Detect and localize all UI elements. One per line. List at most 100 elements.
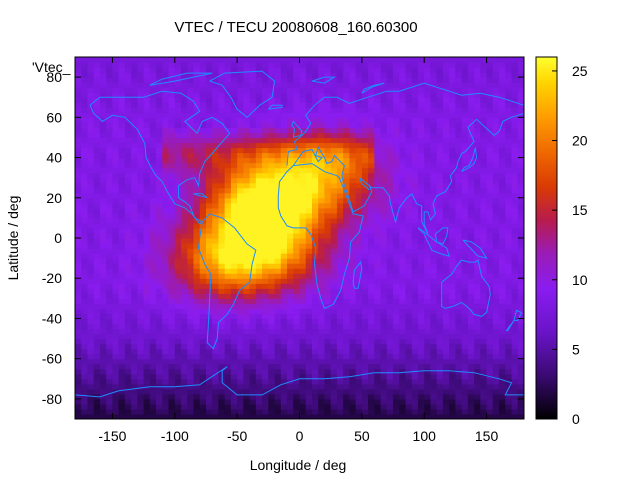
heatmap-cell bbox=[156, 107, 163, 113]
heatmap-cell bbox=[212, 403, 220, 410]
heatmap-cell bbox=[137, 383, 145, 390]
heatmap-cell bbox=[262, 222, 269, 229]
heatmap-cell bbox=[311, 122, 319, 128]
heatmap-cell bbox=[393, 117, 400, 123]
heatmap-cell bbox=[81, 82, 89, 88]
heatmap-cell bbox=[361, 97, 369, 103]
heatmap-cell bbox=[436, 57, 444, 63]
heatmap-cell bbox=[81, 147, 89, 154]
heatmap-cell bbox=[218, 403, 226, 410]
heatmap-cell bbox=[287, 67, 294, 73]
heatmap-cell bbox=[99, 217, 107, 224]
heatmap-cell bbox=[330, 187, 338, 194]
heatmap-cell bbox=[280, 323, 288, 330]
heatmap-cell bbox=[106, 122, 114, 128]
heatmap-cell bbox=[449, 373, 457, 380]
heatmap-cell bbox=[99, 363, 107, 370]
heatmap-cell bbox=[393, 172, 400, 179]
heatmap-cell bbox=[467, 383, 475, 390]
heatmap-cell bbox=[243, 72, 251, 78]
heatmap-cell bbox=[156, 268, 163, 274]
heatmap-cell bbox=[393, 373, 400, 380]
heatmap-cell bbox=[87, 308, 95, 315]
heatmap-cell bbox=[181, 328, 188, 335]
heatmap-cell bbox=[124, 323, 132, 330]
heatmap-cell bbox=[368, 263, 375, 269]
heatmap-cell bbox=[81, 278, 89, 284]
heatmap-cell bbox=[93, 102, 101, 108]
heatmap-cell bbox=[393, 353, 400, 360]
heatmap-cell bbox=[330, 167, 338, 174]
heatmap-cell bbox=[93, 222, 101, 229]
heatmap-cell bbox=[230, 67, 238, 73]
heatmap-cell bbox=[442, 253, 450, 259]
heatmap-cell bbox=[430, 278, 438, 284]
heatmap-cell bbox=[411, 77, 419, 83]
heatmap-cell bbox=[436, 313, 444, 320]
heatmap-cell bbox=[361, 288, 369, 294]
heatmap-cell bbox=[87, 142, 95, 149]
heatmap-cell bbox=[486, 303, 494, 309]
heatmap-cell bbox=[287, 182, 294, 189]
heatmap-cell bbox=[87, 217, 95, 224]
heatmap-cell bbox=[106, 328, 114, 335]
heatmap-cell bbox=[399, 62, 407, 68]
heatmap-cell bbox=[262, 323, 269, 330]
heatmap-cell bbox=[149, 97, 157, 103]
heatmap-cell bbox=[374, 72, 382, 78]
heatmap-cell bbox=[193, 353, 201, 360]
heatmap-cell bbox=[393, 278, 400, 284]
heatmap-cell bbox=[199, 328, 207, 335]
heatmap-cell bbox=[361, 268, 369, 274]
heatmap-cell bbox=[343, 343, 350, 350]
heatmap-cell bbox=[486, 57, 494, 63]
heatmap-cell bbox=[380, 197, 388, 204]
heatmap-cell bbox=[149, 92, 157, 98]
heatmap-cell bbox=[361, 172, 369, 179]
heatmap-cell bbox=[205, 77, 213, 83]
heatmap-cell bbox=[131, 87, 138, 93]
heatmap-cell bbox=[262, 388, 269, 395]
heatmap-cell bbox=[368, 77, 375, 83]
heatmap-cell bbox=[442, 107, 450, 113]
heatmap-cell bbox=[467, 413, 475, 419]
heatmap-cell bbox=[324, 298, 332, 304]
heatmap-cell bbox=[287, 383, 294, 390]
heatmap-cell bbox=[318, 192, 326, 199]
heatmap-cell bbox=[131, 142, 138, 149]
heatmap-cell bbox=[287, 288, 294, 294]
heatmap-cell bbox=[280, 117, 288, 123]
heatmap-cell bbox=[399, 363, 407, 370]
heatmap-cell bbox=[156, 167, 163, 174]
heatmap-cell bbox=[212, 57, 220, 63]
heatmap-cell bbox=[299, 117, 307, 123]
heatmap-cell bbox=[118, 288, 126, 294]
heatmap-cell bbox=[380, 278, 388, 284]
heatmap-cell bbox=[318, 177, 326, 184]
heatmap-cell bbox=[224, 107, 232, 113]
heatmap-cell bbox=[168, 388, 176, 395]
heatmap-cell bbox=[249, 278, 257, 284]
heatmap-cell bbox=[162, 358, 170, 365]
heatmap-cell bbox=[449, 328, 457, 335]
heatmap-cell bbox=[99, 147, 107, 154]
heatmap-cell bbox=[249, 343, 257, 350]
heatmap-cell bbox=[199, 318, 207, 325]
heatmap-cell bbox=[162, 263, 170, 269]
heatmap-cell bbox=[124, 368, 132, 375]
heatmap-cell bbox=[411, 127, 419, 134]
heatmap-cell bbox=[162, 238, 170, 244]
heatmap-cell bbox=[355, 398, 363, 405]
heatmap-cell bbox=[75, 202, 82, 209]
heatmap-cell bbox=[467, 293, 475, 299]
heatmap-cell bbox=[386, 222, 394, 229]
heatmap-cell bbox=[205, 82, 213, 88]
heatmap-cell bbox=[237, 323, 244, 330]
heatmap-cell bbox=[492, 117, 500, 123]
heatmap-cell bbox=[380, 202, 388, 209]
heatmap-cell bbox=[243, 127, 251, 134]
heatmap-cell bbox=[405, 107, 413, 113]
heatmap-cell bbox=[274, 167, 282, 174]
heatmap-cell bbox=[467, 393, 475, 400]
heatmap-cell bbox=[224, 212, 232, 219]
